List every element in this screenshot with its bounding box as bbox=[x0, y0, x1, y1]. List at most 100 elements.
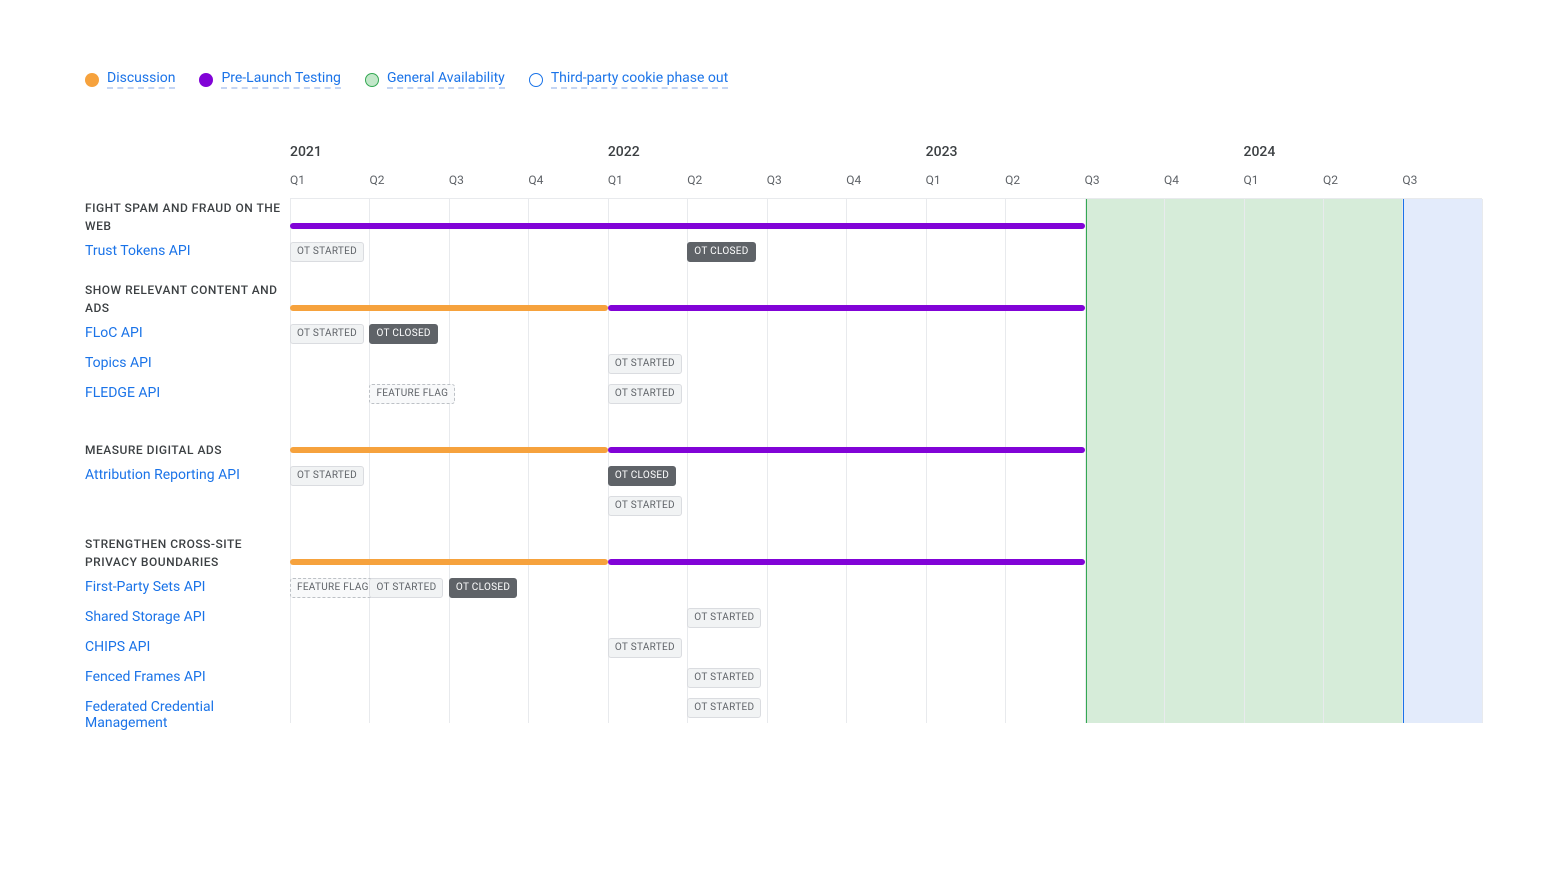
quarter-label: Q3 bbox=[1402, 173, 1417, 187]
year-label: 2024 bbox=[1244, 144, 1276, 160]
legend-item-ga[interactable]: General Availability bbox=[365, 70, 505, 89]
legend-item-prelaunch[interactable]: Pre-Launch Testing bbox=[199, 70, 341, 89]
quarter-label: Q3 bbox=[767, 173, 782, 187]
event-pill: OT STARTED bbox=[608, 496, 682, 516]
event-pill: OT STARTED bbox=[608, 354, 682, 374]
phase-bar bbox=[608, 305, 1085, 311]
timeline-row: FEATURE FLAGOT STARTED OT CLOSED bbox=[290, 573, 1482, 603]
timeline-row: OT STARTED bbox=[290, 663, 1482, 693]
timeline-row bbox=[290, 281, 1482, 319]
timeline: 2021202220232024 Q1Q2Q3Q4Q1Q2Q3Q4Q1Q2Q3Q… bbox=[290, 144, 1482, 723]
legend-swatch bbox=[199, 73, 213, 87]
legend-swatch bbox=[365, 73, 379, 87]
quarter-label: Q3 bbox=[449, 173, 464, 187]
api-link[interactable]: FLEDGE API bbox=[85, 379, 290, 409]
quarter-label: Q1 bbox=[1244, 173, 1259, 187]
timeline-row bbox=[290, 199, 1482, 237]
phase-bar bbox=[290, 559, 608, 565]
event-pill: OT CLOSED bbox=[608, 466, 676, 486]
spacer bbox=[85, 521, 290, 535]
section-heading: STRENGTHEN CROSS-SITE PRIVACY BOUNDARIES bbox=[85, 535, 290, 573]
timeline-years: 2021 2022 2023 2024 bbox=[290, 144, 1482, 169]
timeline-row bbox=[290, 409, 1482, 423]
api-link[interactable]: FLoC API bbox=[85, 319, 290, 349]
phase-bar bbox=[290, 305, 608, 311]
event-pill: OT STARTED bbox=[608, 638, 682, 658]
timeline-row: OT STARTED bbox=[290, 603, 1482, 633]
quarter-label: Q3 bbox=[1085, 173, 1100, 187]
gantt-chart: FIGHT SPAM AND FRAUD ON THE WEBTrust Tok… bbox=[85, 144, 1482, 723]
quarter-label: Q1 bbox=[290, 173, 305, 187]
legend-label: Third-party cookie phase out bbox=[551, 70, 728, 89]
quarter-label: Q1 bbox=[608, 173, 623, 187]
timeline-row: FEATURE FLAG OT STARTED bbox=[290, 379, 1482, 409]
timeline-row: OT STARTEDOT CLOSED bbox=[290, 319, 1482, 349]
timeline-quarters: Q1 Q2 Q3 Q4 Q1 Q2 Q3 Q4 Q1 Q2 Q3 Q4 Q1 Q2 Q3 bbox=[290, 169, 1482, 199]
api-link[interactable]: Fenced Frames API bbox=[85, 663, 290, 693]
legend-swatch bbox=[529, 73, 543, 87]
event-pill: OT CLOSED bbox=[687, 242, 755, 262]
event-pill: OT STARTED bbox=[687, 698, 761, 718]
legend: Discussion Pre-Launch Testing General Av… bbox=[85, 70, 1482, 89]
timeline-row: OT STARTED bbox=[290, 491, 1482, 521]
section-heading: SHOW RELEVANT CONTENT AND ADS bbox=[85, 281, 290, 319]
timeline-row bbox=[290, 535, 1482, 573]
event-pill: OT STARTED bbox=[290, 242, 364, 262]
api-link[interactable]: Federated Credential Management bbox=[85, 693, 290, 723]
legend-item-discussion[interactable]: Discussion bbox=[85, 70, 175, 89]
timeline-row: OT STARTED bbox=[290, 349, 1482, 379]
event-pill: OT STARTED bbox=[290, 466, 364, 486]
quarter-label: Q2 bbox=[687, 173, 702, 187]
quarter-label: Q2 bbox=[369, 173, 384, 187]
legend-swatch bbox=[85, 73, 99, 87]
timeline-row: OT STARTED bbox=[290, 633, 1482, 663]
legend-item-phaseout[interactable]: Third-party cookie phase out bbox=[529, 70, 728, 89]
legend-label: Pre-Launch Testing bbox=[221, 70, 341, 89]
timeline-row bbox=[290, 423, 1482, 461]
quarter-label: Q2 bbox=[1323, 173, 1338, 187]
api-link[interactable]: Topics API bbox=[85, 349, 290, 379]
phase-bar bbox=[290, 223, 1085, 229]
year-label: 2023 bbox=[926, 144, 958, 160]
legend-label: General Availability bbox=[387, 70, 505, 89]
quarter-label: Q1 bbox=[926, 173, 941, 187]
spacer bbox=[85, 409, 290, 423]
grid-line bbox=[1482, 199, 1483, 723]
event-pill: OT STARTED bbox=[687, 608, 761, 628]
quarter-label: Q4 bbox=[1164, 173, 1179, 187]
spacer bbox=[85, 267, 290, 281]
event-pill: OT CLOSED bbox=[369, 324, 437, 344]
spacer bbox=[85, 491, 290, 521]
event-pill: OT CLOSED bbox=[449, 578, 517, 598]
event-pill: OT STARTED bbox=[369, 578, 443, 598]
quarter-label: Q4 bbox=[846, 173, 861, 187]
timeline-rows: OT STARTEDOT CLOSEDOT STARTEDOT CLOSEDOT… bbox=[290, 199, 1482, 723]
timeline-body: OT STARTEDOT CLOSEDOT STARTEDOT CLOSEDOT… bbox=[290, 199, 1482, 723]
timeline-row: OT STARTED OT CLOSED bbox=[290, 461, 1482, 491]
phase-bar bbox=[608, 447, 1085, 453]
event-pill: OT STARTED bbox=[687, 668, 761, 688]
year-label: 2021 bbox=[290, 144, 322, 160]
section-heading: FIGHT SPAM AND FRAUD ON THE WEB bbox=[85, 199, 290, 237]
timeline-row: OT STARTED OT CLOSED bbox=[290, 237, 1482, 267]
event-pill: OT STARTED bbox=[608, 384, 682, 404]
phase-bar bbox=[608, 559, 1085, 565]
event-pill: FEATURE FLAG bbox=[369, 384, 455, 404]
timeline-row bbox=[290, 267, 1482, 281]
timeline-row bbox=[290, 521, 1482, 535]
row-labels: FIGHT SPAM AND FRAUD ON THE WEBTrust Tok… bbox=[85, 144, 290, 723]
legend-label: Discussion bbox=[107, 70, 175, 89]
section-heading: MEASURE DIGITAL ADS bbox=[85, 423, 290, 461]
year-label: 2022 bbox=[608, 144, 640, 160]
api-link[interactable]: Trust Tokens API bbox=[85, 237, 290, 267]
api-link[interactable]: Shared Storage API bbox=[85, 603, 290, 633]
api-link[interactable]: First-Party Sets API bbox=[85, 573, 290, 603]
api-link[interactable]: CHIPS API bbox=[85, 633, 290, 663]
event-pill: OT STARTED bbox=[290, 324, 364, 344]
api-link[interactable]: Attribution Reporting API bbox=[85, 461, 290, 491]
quarter-label: Q2 bbox=[1005, 173, 1020, 187]
timeline-row: OT STARTED bbox=[290, 693, 1482, 723]
phase-bar bbox=[290, 447, 608, 453]
event-pill: FEATURE FLAG bbox=[290, 578, 376, 598]
quarter-label: Q4 bbox=[528, 173, 543, 187]
